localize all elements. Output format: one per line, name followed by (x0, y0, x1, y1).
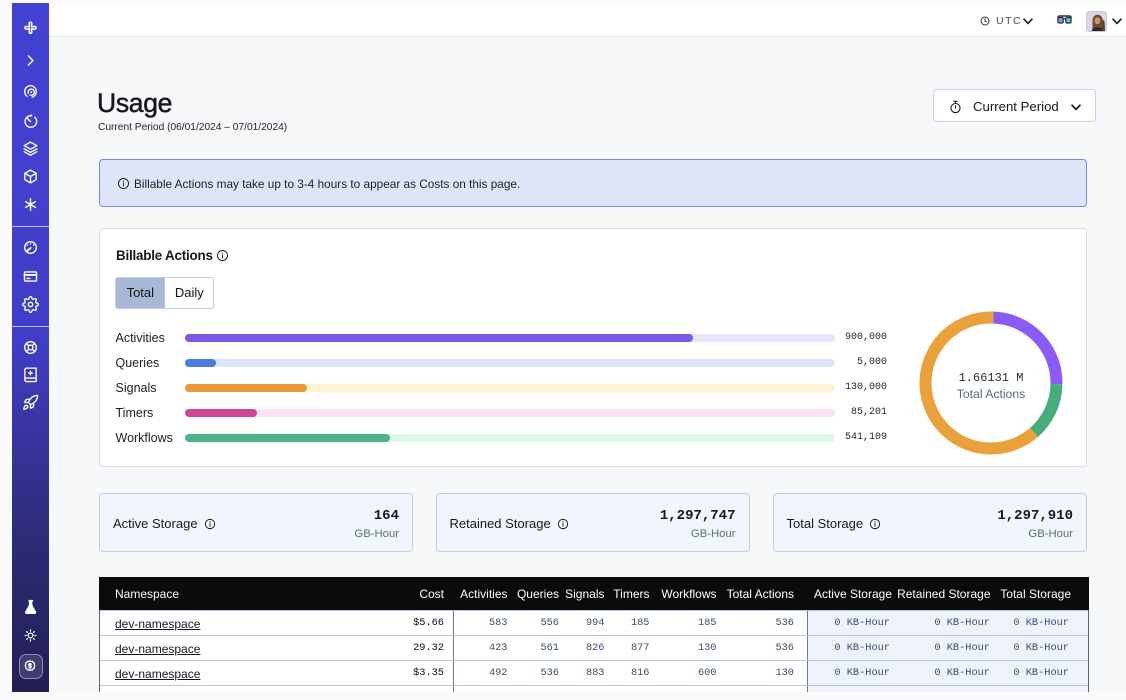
svg-text:1.66131 M: 1.66131 M (959, 371, 1024, 385)
svg-text:Total Actions: Total Actions (957, 387, 1025, 401)
